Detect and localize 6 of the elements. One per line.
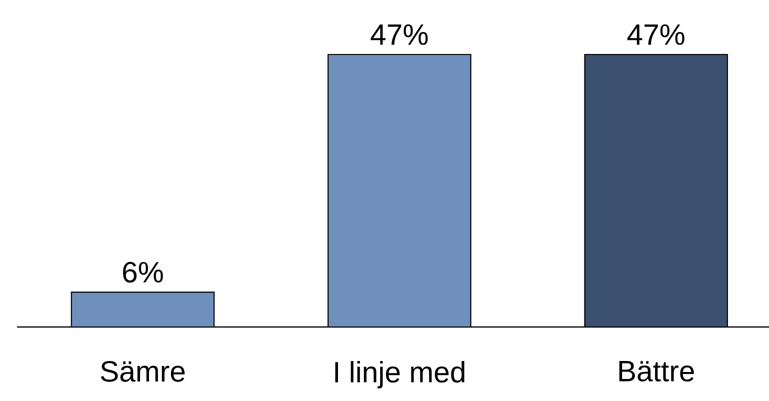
data-label: 47% (627, 24, 684, 45)
x-tick-label: Bättre (619, 361, 694, 382)
data-label: 6% (123, 262, 163, 283)
x-tick-label: I linje med (335, 361, 464, 388)
data-label: 47% (370, 24, 428, 45)
x-tick-label: Sämre (100, 361, 185, 382)
